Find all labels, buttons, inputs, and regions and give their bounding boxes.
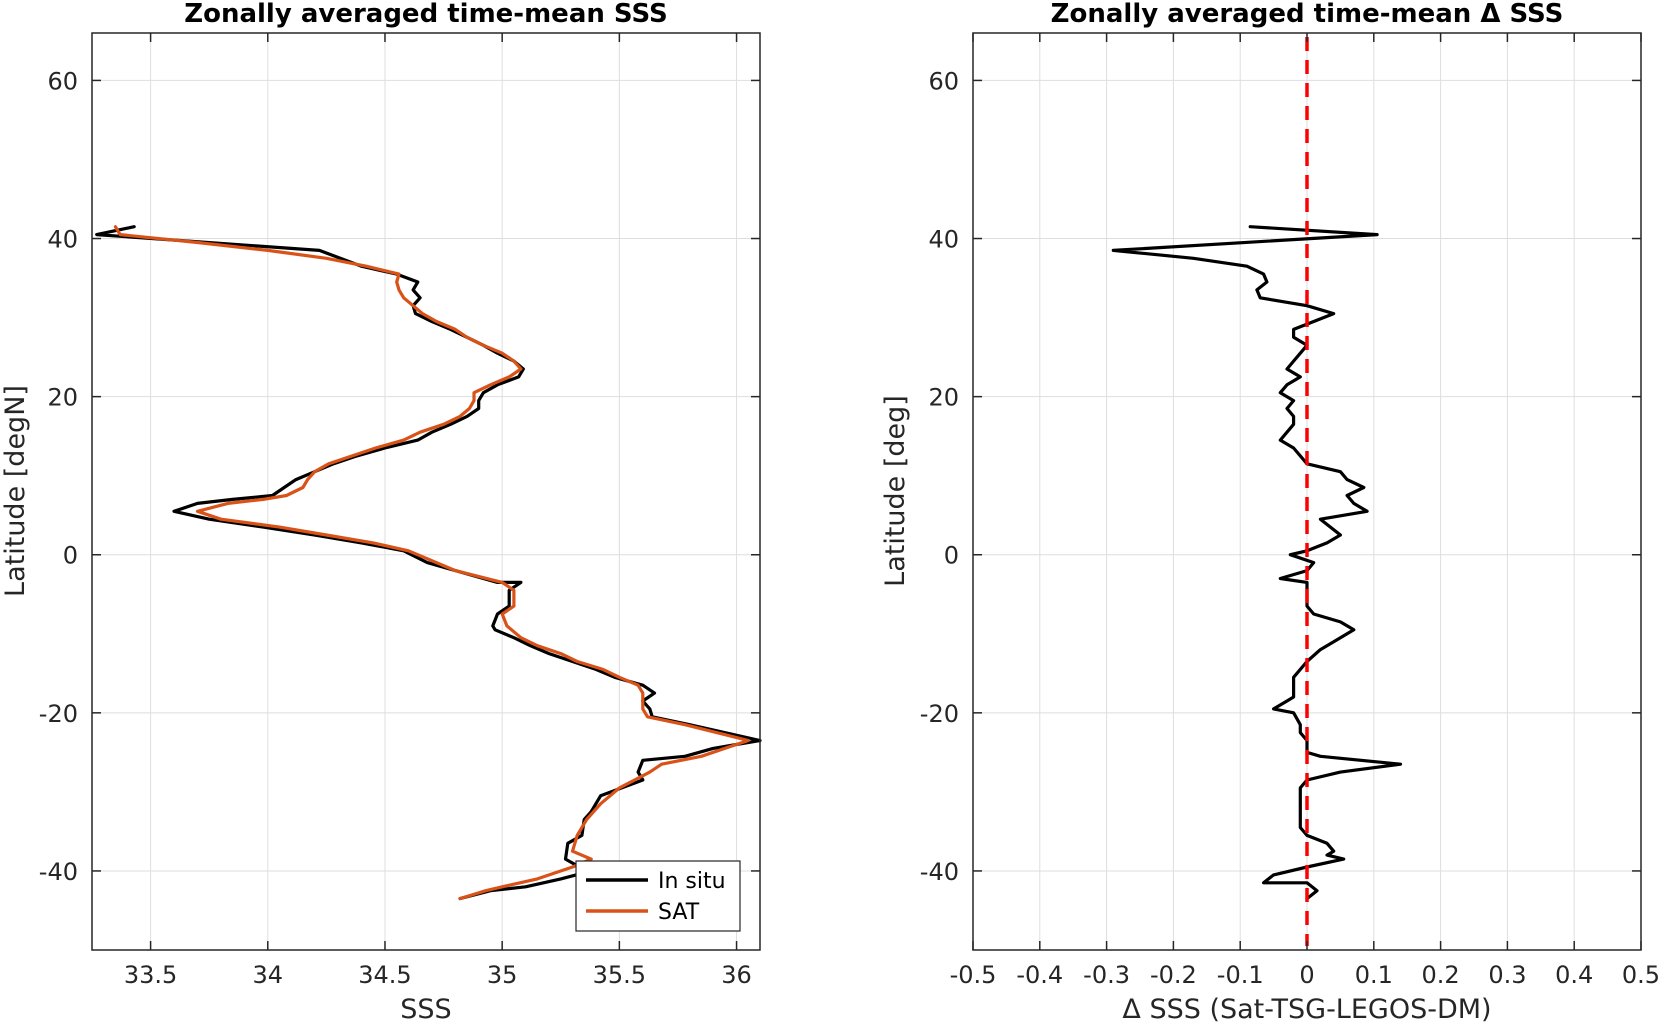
y-tick-label: 40: [928, 226, 959, 254]
x-tick-label: 34.5: [358, 961, 411, 989]
y-tick-label: 60: [47, 67, 78, 95]
y-tick-label: 40: [47, 226, 78, 254]
y-tick-label: 20: [47, 384, 78, 412]
left-axes-box: [91, 32, 761, 951]
left-y-axis-label: Latitude [degN]: [0, 385, 31, 597]
left-chart: 33.5 34 34.5 35 35.5 36 -40 -20 0 20 40 60 Zonally …: [0, 0, 762, 1025]
x-tick-label: -0.3: [1083, 961, 1130, 989]
x-tick-label: -0.1: [1217, 961, 1264, 989]
x-tick-label: 0.4: [1555, 961, 1593, 989]
y-tick-label: 20: [928, 384, 959, 412]
x-tick-label: 35: [487, 961, 518, 989]
y-tick-label: 60: [928, 67, 959, 95]
legend: In situ SAT: [575, 860, 741, 932]
x-tick-label: -0.4: [1016, 961, 1063, 989]
y-tick-label: -40: [920, 858, 959, 886]
left-plot-area: [92, 33, 760, 950]
x-tick-label: 0: [1299, 961, 1314, 989]
x-tick-label: -0.2: [1150, 961, 1197, 989]
legend-label-sat: SAT: [658, 900, 700, 925]
series-line-right-0: [1111, 225, 1403, 901]
right-series: [1111, 225, 1403, 901]
right-chart: -0.5 -0.4 -0.3 -0.2 -0.1 0 0.1 0.2 0.3 0.4 0.5 -40 -…: [880, 0, 1660, 1025]
left-chart-title: Zonally averaged time-mean SSS: [184, 0, 668, 29]
x-tick-label: -0.5: [950, 961, 997, 989]
legend-box: [575, 860, 741, 932]
right-chart-title: Zonally averaged time-mean Δ SSS: [1051, 0, 1564, 29]
y-tick-label: -20: [39, 700, 78, 728]
x-tick-label: 0.3: [1488, 961, 1526, 989]
legend-label-in-situ: In situ: [658, 869, 726, 894]
y-tick-label: 0: [63, 542, 78, 570]
x-tick-label: 0.5: [1622, 961, 1660, 989]
left-x-axis-label: SSS: [400, 994, 451, 1025]
right-x-axis-label: Δ SSS (Sat-TSG-LEGOS-DM): [1122, 994, 1491, 1025]
y-tick-label: -40: [39, 858, 78, 886]
x-tick-label: 36: [721, 961, 752, 989]
right-y-axis-label: Latitude [deg]: [880, 395, 911, 587]
right-ticks: -0.5 -0.4 -0.3 -0.2 -0.1 0 0.1 0.2 0.3 0.4 0.5 -40 -…: [920, 33, 1660, 989]
x-tick-label: 0.1: [1355, 961, 1393, 989]
left-series: [95, 225, 762, 901]
y-tick-label: 0: [944, 542, 959, 570]
left-ticks: 33.5 34 34.5 35 35.5 36 -40 -20 0 20 40 60: [39, 33, 760, 989]
right-grid: [972, 33, 1642, 950]
x-tick-label: 34: [253, 961, 284, 989]
x-tick-label: 35.5: [593, 961, 646, 989]
x-tick-label: 0.2: [1422, 961, 1460, 989]
left-grid: [92, 33, 760, 950]
x-tick-label: 33.5: [124, 961, 177, 989]
series-line-sat: [113, 225, 750, 901]
y-tick-label: -20: [920, 700, 959, 728]
